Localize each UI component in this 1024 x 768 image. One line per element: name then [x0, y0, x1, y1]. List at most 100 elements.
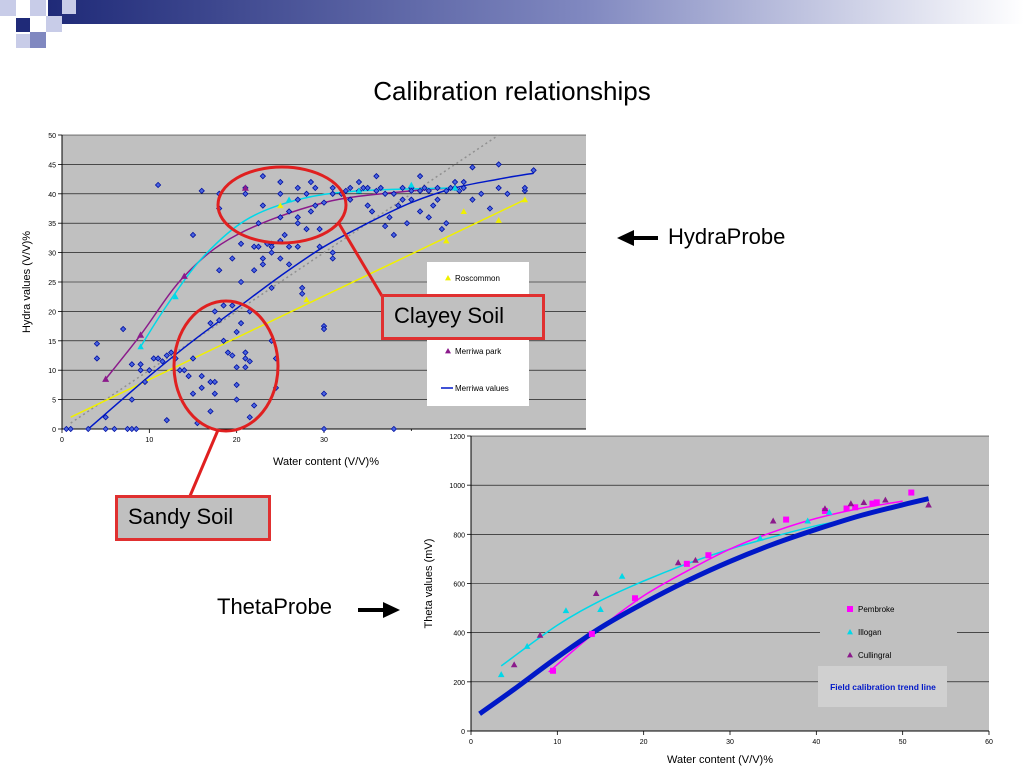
data-point — [128, 396, 136, 403]
data-point — [403, 220, 411, 227]
data-point — [172, 293, 179, 300]
series-cullingral — [510, 496, 932, 668]
legend-entry-roscommon: Roscommon — [445, 274, 500, 283]
data-point — [821, 505, 829, 512]
data-point — [119, 325, 127, 333]
data-point — [592, 590, 600, 596]
data-point — [176, 367, 184, 374]
data-point — [163, 352, 170, 359]
data-point — [860, 499, 868, 506]
data-point — [141, 378, 149, 386]
data-point — [316, 225, 323, 233]
trendline-field-calibration — [478, 496, 930, 716]
data-point — [882, 496, 889, 503]
data-point — [128, 425, 136, 433]
data-point — [562, 607, 570, 614]
data-point — [168, 349, 175, 356]
data-point — [443, 187, 450, 195]
data-point — [469, 164, 476, 171]
hydraprobe-label: HydraProbe — [668, 224, 786, 249]
data-point — [285, 243, 293, 250]
data-point — [312, 184, 319, 192]
data-point — [216, 317, 223, 324]
data-point — [111, 425, 118, 433]
data-point — [342, 187, 349, 195]
data-point — [237, 319, 245, 327]
data-point — [416, 208, 424, 215]
data-point — [873, 499, 880, 506]
header-decoration — [0, 0, 1024, 48]
series-cyan — [137, 181, 459, 350]
data-point — [320, 425, 328, 433]
data-point — [320, 325, 328, 333]
x-tick-label: 40 — [812, 739, 820, 746]
data-point — [683, 560, 690, 567]
y-tick-label: 50 — [48, 133, 56, 140]
data-point — [460, 208, 467, 214]
y-axis-label: Theta values (mV) — [423, 539, 435, 629]
data-point — [303, 225, 310, 233]
y-tick-label: 1200 — [449, 434, 465, 441]
data-point — [368, 208, 376, 215]
data-point — [497, 671, 505, 678]
data-point — [277, 190, 284, 197]
x-tick-label: 30 — [726, 739, 734, 746]
data-point — [869, 500, 876, 507]
data-point — [523, 642, 531, 649]
legend-text: Illogan — [858, 628, 882, 637]
data-point — [425, 214, 432, 221]
data-point — [705, 552, 712, 559]
clayey-soil-ellipse — [216, 165, 348, 245]
data-point — [224, 349, 232, 356]
data-point — [390, 425, 398, 433]
data-point — [229, 302, 236, 309]
legend-entry-illogan: Illogan — [847, 628, 882, 637]
data-point — [632, 595, 639, 602]
data-point — [486, 205, 494, 212]
data-point — [421, 184, 428, 192]
sandy-soil-ellipse — [172, 299, 280, 433]
data-point — [220, 337, 227, 344]
x-tick-label: 10 — [553, 739, 561, 746]
data-point — [443, 237, 450, 244]
data-point — [294, 196, 301, 203]
data-point — [268, 249, 275, 256]
legend-box — [820, 596, 957, 670]
data-point — [242, 355, 249, 362]
y-tick-label: 45 — [48, 162, 56, 169]
y-tick-label: 0 — [461, 729, 465, 736]
data-point — [229, 255, 236, 262]
data-point — [783, 516, 790, 523]
legend-text: Merriwa park — [455, 347, 502, 356]
data-point — [246, 414, 253, 421]
data-point — [259, 261, 267, 268]
y-tick-label: 0 — [52, 427, 56, 434]
data-point — [843, 505, 850, 512]
data-point — [408, 187, 415, 195]
data-point — [307, 208, 315, 215]
data-point — [674, 559, 682, 566]
data-point — [852, 504, 859, 511]
thetaprobe-label: ThetaProbe — [217, 594, 332, 619]
data-point — [434, 196, 441, 203]
legend-text: Roscommon — [455, 274, 500, 283]
data-point — [85, 425, 92, 433]
data-point — [618, 572, 626, 579]
data-point — [597, 606, 604, 612]
legend-marker — [847, 652, 853, 658]
data-point — [281, 231, 288, 239]
annotation-text: Field calibration trend line — [830, 682, 936, 692]
data-point — [443, 220, 450, 227]
data-point — [93, 355, 101, 362]
data-point — [198, 384, 205, 392]
data-point — [237, 240, 245, 247]
data-point — [237, 278, 245, 286]
data-point — [67, 425, 74, 433]
y-tick-label: 600 — [453, 582, 465, 589]
x-tick-label: 0 — [469, 739, 473, 746]
trendline-cyan — [139, 187, 456, 348]
data-point — [233, 396, 240, 403]
data-point — [211, 308, 218, 315]
data-point — [211, 378, 218, 386]
